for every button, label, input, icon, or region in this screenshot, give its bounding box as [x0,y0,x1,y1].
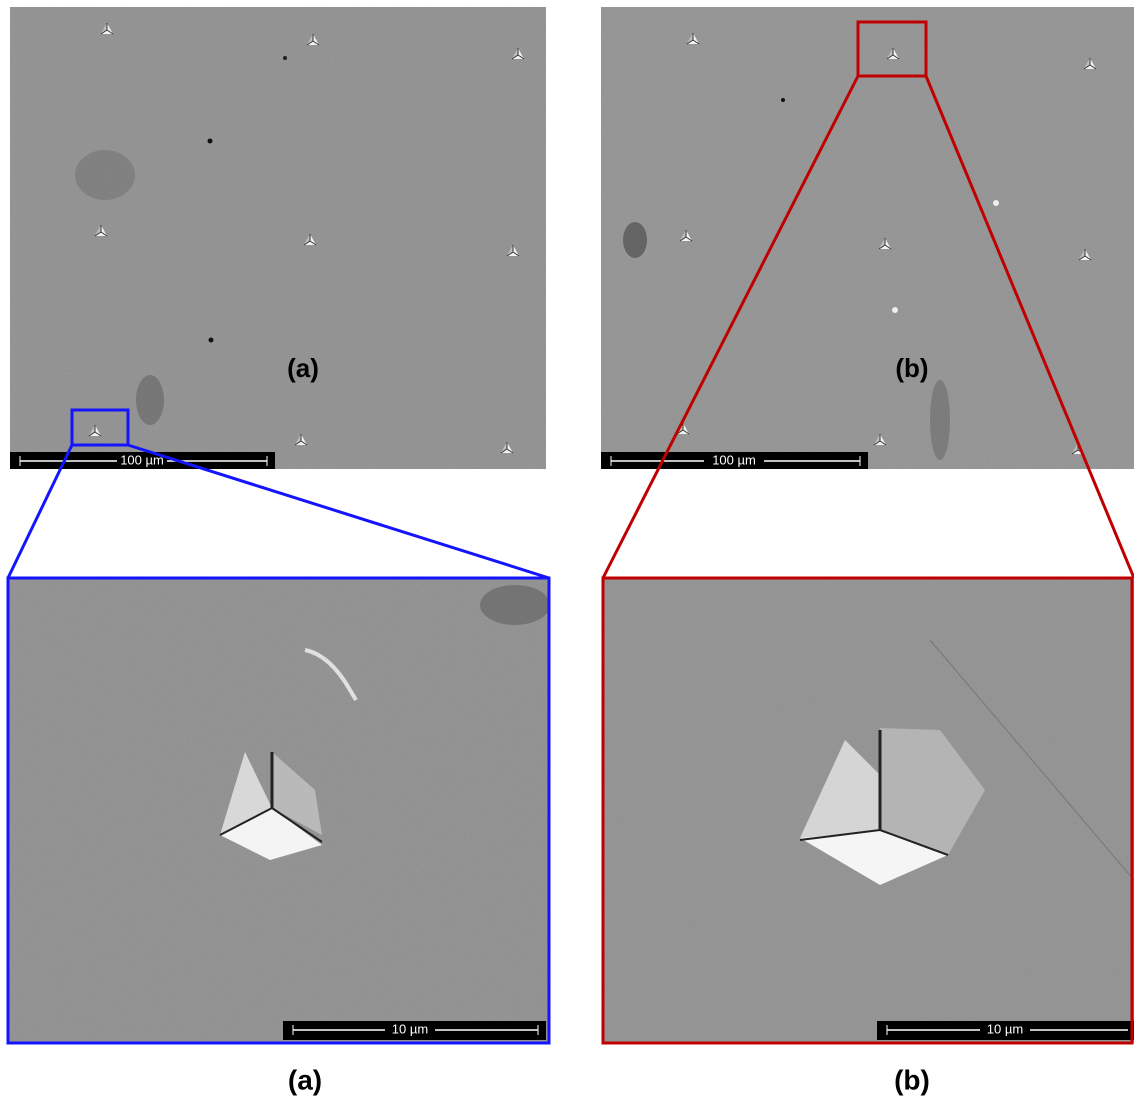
figure: (a) 100 µm (b) 100 µm 10 µm (a) 10 µm (b… [0,0,1134,1098]
micrograph-a: (a) 100 µm [10,7,546,469]
micrograph-b: (b) 100 µm [601,7,1134,469]
panel-label: (a) [287,353,319,383]
zoom-a: 10 µm (a) [8,578,550,1095]
scale-bar-label: 10 µm [987,1021,1023,1036]
scale-bar-label: 10 µm [392,1021,428,1036]
panel-label: (b) [895,353,928,383]
caption: (a) [288,1064,322,1095]
zoom-b: 10 µm (b) [603,578,1134,1095]
scale-bar-label: 100 µm [712,452,756,467]
caption: (b) [894,1064,930,1095]
